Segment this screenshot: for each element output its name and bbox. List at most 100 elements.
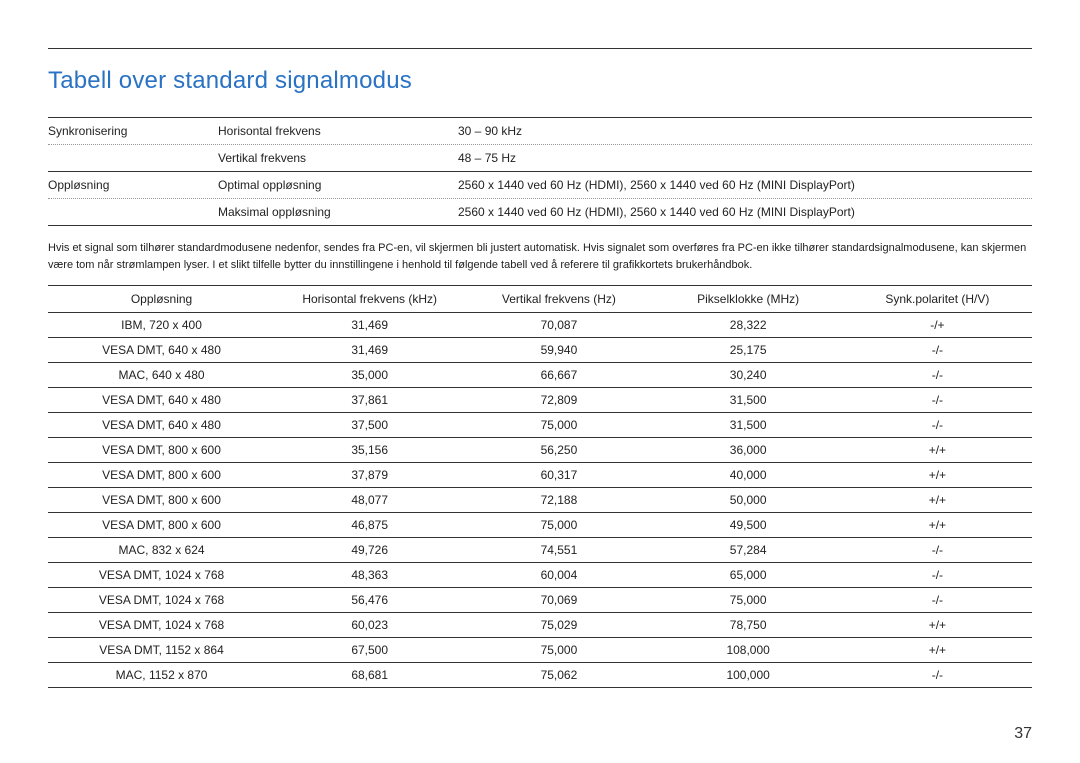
table-cell: +/+ — [843, 438, 1032, 462]
table-row: VESA DMT, 800 x 60035,15656,25036,000+/+ — [48, 438, 1032, 463]
table-cell: 46,875 — [275, 513, 464, 537]
col-header-hfreq: Horisontal frekvens (kHz) — [275, 286, 464, 312]
table-cell: 75,000 — [654, 588, 843, 612]
spec-category — [48, 152, 218, 164]
table-cell: VESA DMT, 640 x 480 — [48, 338, 275, 362]
table-cell: VESA DMT, 640 x 480 — [48, 413, 275, 437]
table-cell: 75,029 — [464, 613, 653, 637]
table-cell: 70,069 — [464, 588, 653, 612]
table-cell: -/- — [843, 388, 1032, 412]
spec-value: 2560 x 1440 ved 60 Hz (HDMI), 2560 x 144… — [458, 199, 1032, 225]
table-cell: 75,000 — [464, 638, 653, 662]
col-header-pixelclock: Pikselklokke (MHz) — [654, 286, 843, 312]
table-cell: 25,175 — [654, 338, 843, 362]
table-cell: +/+ — [843, 613, 1032, 637]
table-cell: VESA DMT, 1024 x 768 — [48, 563, 275, 587]
table-row: VESA DMT, 800 x 60048,07772,18850,000+/+ — [48, 488, 1032, 513]
table-cell: 50,000 — [654, 488, 843, 512]
table-cell: 49,726 — [275, 538, 464, 562]
table-cell: VESA DMT, 800 x 600 — [48, 488, 275, 512]
table-cell: 74,551 — [464, 538, 653, 562]
table-cell: 70,087 — [464, 313, 653, 337]
table-cell: -/- — [843, 563, 1032, 587]
table-cell: +/+ — [843, 488, 1032, 512]
spec-row: Maksimal oppløsning2560 x 1440 ved 60 Hz… — [48, 198, 1032, 225]
table-row: VESA DMT, 1024 x 76848,36360,00465,000-/… — [48, 563, 1032, 588]
spec-category — [48, 206, 218, 218]
table-cell: MAC, 832 x 624 — [48, 538, 275, 562]
table-cell: VESA DMT, 1024 x 768 — [48, 588, 275, 612]
table-cell: 56,250 — [464, 438, 653, 462]
table-cell: 37,500 — [275, 413, 464, 437]
table-cell: 60,317 — [464, 463, 653, 487]
table-cell: -/- — [843, 338, 1032, 362]
table-cell: 66,667 — [464, 363, 653, 387]
table-cell: 31,469 — [275, 313, 464, 337]
table-cell: 67,500 — [275, 638, 464, 662]
table-cell: 60,004 — [464, 563, 653, 587]
table-cell: +/+ — [843, 463, 1032, 487]
table-row: VESA DMT, 1024 x 76860,02375,02978,750+/… — [48, 613, 1032, 638]
table-row: VESA DMT, 1152 x 86467,50075,000108,000+… — [48, 638, 1032, 663]
table-cell: 59,940 — [464, 338, 653, 362]
table-cell: 31,500 — [654, 413, 843, 437]
table-cell: 100,000 — [654, 663, 843, 687]
table-cell: 31,469 — [275, 338, 464, 362]
spec-value: 48 – 75 Hz — [458, 145, 1032, 171]
table-cell: 30,240 — [654, 363, 843, 387]
table-cell: 108,000 — [654, 638, 843, 662]
table-cell: 68,681 — [275, 663, 464, 687]
table-cell: 48,363 — [275, 563, 464, 587]
spec-row: SynkroniseringHorisontal frekvens30 – 90… — [48, 118, 1032, 144]
table-cell: 49,500 — [654, 513, 843, 537]
page-title: Tabell over standard signalmodus — [48, 67, 1032, 95]
body-paragraph: Hvis et signal som tilhører standardmodu… — [48, 240, 1032, 273]
table-cell: 48,077 — [275, 488, 464, 512]
table-cell: 37,861 — [275, 388, 464, 412]
col-header-polarity: Synk.polaritet (H/V) — [843, 286, 1032, 312]
spec-table: SynkroniseringHorisontal frekvens30 – 90… — [48, 117, 1032, 226]
table-cell: 37,879 — [275, 463, 464, 487]
table-cell: 65,000 — [654, 563, 843, 587]
table-cell: IBM, 720 x 400 — [48, 313, 275, 337]
table-row: VESA DMT, 640 x 48037,86172,80931,500-/- — [48, 388, 1032, 413]
spec-value: 30 – 90 kHz — [458, 118, 1032, 144]
table-row: MAC, 640 x 48035,00066,66730,240-/- — [48, 363, 1032, 388]
table-cell: VESA DMT, 800 x 600 — [48, 463, 275, 487]
table-cell: VESA DMT, 1024 x 768 — [48, 613, 275, 637]
table-cell: 35,000 — [275, 363, 464, 387]
table-cell: 75,062 — [464, 663, 653, 687]
table-cell: VESA DMT, 800 x 600 — [48, 513, 275, 537]
table-header-row: Oppløsning Horisontal frekvens (kHz) Ver… — [48, 286, 1032, 313]
spec-category: Synkronisering — [48, 118, 218, 144]
col-header-vfreq: Vertikal frekvens (Hz) — [464, 286, 653, 312]
spec-value: 2560 x 1440 ved 60 Hz (HDMI), 2560 x 144… — [458, 172, 1032, 198]
table-cell: 35,156 — [275, 438, 464, 462]
table-cell: 60,023 — [275, 613, 464, 637]
table-cell: 40,000 — [654, 463, 843, 487]
spec-label: Optimal oppløsning — [218, 172, 458, 198]
table-cell: 36,000 — [654, 438, 843, 462]
spec-label: Vertikal frekvens — [218, 145, 458, 171]
table-cell: -/- — [843, 588, 1032, 612]
document-page: Tabell over standard signalmodus Synkron… — [0, 0, 1080, 763]
table-cell: 31,500 — [654, 388, 843, 412]
table-cell: -/+ — [843, 313, 1032, 337]
table-row: MAC, 1152 x 87068,68175,062100,000-/- — [48, 663, 1032, 688]
table-cell: 57,284 — [654, 538, 843, 562]
table-cell: 75,000 — [464, 413, 653, 437]
table-cell: 28,322 — [654, 313, 843, 337]
table-row: VESA DMT, 800 x 60046,87575,00049,500+/+ — [48, 513, 1032, 538]
table-row: VESA DMT, 640 x 48037,50075,00031,500-/- — [48, 413, 1032, 438]
table-row: VESA DMT, 640 x 48031,46959,94025,175-/- — [48, 338, 1032, 363]
table-cell: VESA DMT, 1152 x 864 — [48, 638, 275, 662]
table-cell: 72,188 — [464, 488, 653, 512]
table-cell: -/- — [843, 538, 1032, 562]
table-cell: 56,476 — [275, 588, 464, 612]
signal-mode-table: Oppløsning Horisontal frekvens (kHz) Ver… — [48, 285, 1032, 688]
spec-label: Maksimal oppløsning — [218, 199, 458, 225]
spec-row: OppløsningOptimal oppløsning2560 x 1440 … — [48, 171, 1032, 198]
col-header-resolution: Oppløsning — [48, 286, 275, 312]
table-cell: +/+ — [843, 638, 1032, 662]
table-cell: 75,000 — [464, 513, 653, 537]
